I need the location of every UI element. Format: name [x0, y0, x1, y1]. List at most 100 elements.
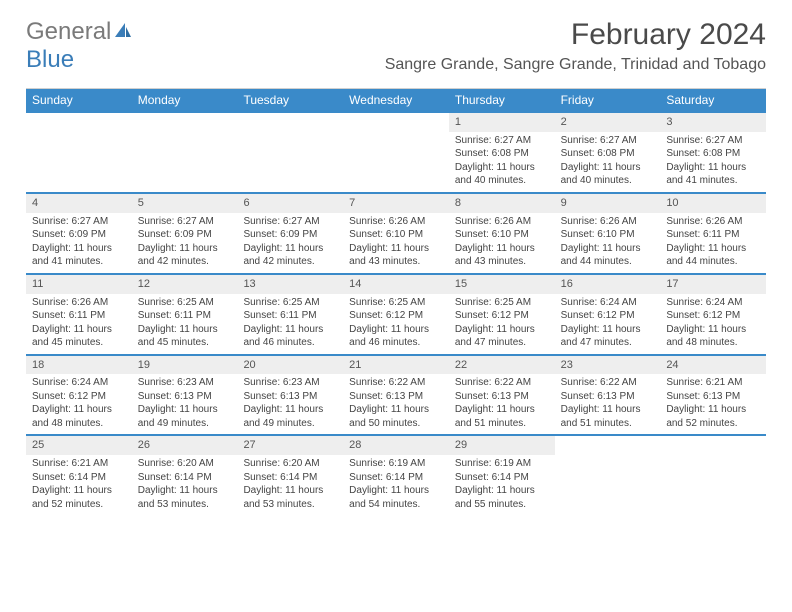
cell-content: Sunrise: 6:21 AMSunset: 6:13 PMDaylight:… [660, 374, 766, 434]
sunrise-text: Sunrise: 6:20 AM [138, 457, 232, 471]
calendar-cell: 16Sunrise: 6:24 AMSunset: 6:12 PMDayligh… [555, 275, 661, 354]
calendar-cell: 29Sunrise: 6:19 AMSunset: 6:14 PMDayligh… [449, 436, 555, 515]
day-number: 3 [660, 113, 766, 132]
day-number: 13 [237, 275, 343, 294]
calendar: Sunday Monday Tuesday Wednesday Thursday… [26, 88, 766, 515]
sunset-text: Sunset: 6:11 PM [138, 309, 232, 323]
sunrise-text: Sunrise: 6:22 AM [561, 376, 655, 390]
calendar-week: 1Sunrise: 6:27 AMSunset: 6:08 PMDaylight… [26, 111, 766, 192]
daylight-text: Daylight: 11 hours and 44 minutes. [666, 242, 760, 269]
calendar-cell [660, 436, 766, 515]
calendar-cell: 1Sunrise: 6:27 AMSunset: 6:08 PMDaylight… [449, 113, 555, 192]
calendar-cell: 13Sunrise: 6:25 AMSunset: 6:11 PMDayligh… [237, 275, 343, 354]
cell-content: Sunrise: 6:27 AMSunset: 6:09 PMDaylight:… [26, 213, 132, 273]
daylight-text: Daylight: 11 hours and 44 minutes. [561, 242, 655, 269]
sunset-text: Sunset: 6:10 PM [349, 228, 443, 242]
sunrise-text: Sunrise: 6:27 AM [561, 134, 655, 148]
day-number: 10 [660, 194, 766, 213]
day-number: 1 [449, 113, 555, 132]
calendar-cell: 19Sunrise: 6:23 AMSunset: 6:13 PMDayligh… [132, 356, 238, 435]
sunset-text: Sunset: 6:12 PM [666, 309, 760, 323]
sunrise-text: Sunrise: 6:19 AM [349, 457, 443, 471]
day-number: 5 [132, 194, 238, 213]
day-number [343, 113, 449, 129]
sunrise-text: Sunrise: 6:26 AM [455, 215, 549, 229]
daylight-text: Daylight: 11 hours and 55 minutes. [455, 484, 549, 511]
daylight-text: Daylight: 11 hours and 52 minutes. [32, 484, 126, 511]
sunrise-text: Sunrise: 6:26 AM [349, 215, 443, 229]
logo-word-1: General [26, 18, 111, 45]
sunset-text: Sunset: 6:13 PM [561, 390, 655, 404]
cell-content: Sunrise: 6:24 AMSunset: 6:12 PMDaylight:… [660, 294, 766, 354]
sunrise-text: Sunrise: 6:25 AM [455, 296, 549, 310]
daylight-text: Daylight: 11 hours and 47 minutes. [561, 323, 655, 350]
sunrise-text: Sunrise: 6:26 AM [666, 215, 760, 229]
calendar-cell: 2Sunrise: 6:27 AMSunset: 6:08 PMDaylight… [555, 113, 661, 192]
calendar-cell: 17Sunrise: 6:24 AMSunset: 6:12 PMDayligh… [660, 275, 766, 354]
day-number: 23 [555, 356, 661, 375]
logo-sail-icon [113, 26, 133, 43]
day-number: 6 [237, 194, 343, 213]
sunset-text: Sunset: 6:08 PM [666, 147, 760, 161]
calendar-cell [26, 113, 132, 192]
cell-content: Sunrise: 6:25 AMSunset: 6:11 PMDaylight:… [237, 294, 343, 354]
daylight-text: Daylight: 11 hours and 42 minutes. [243, 242, 337, 269]
sunset-text: Sunset: 6:10 PM [561, 228, 655, 242]
day-number: 7 [343, 194, 449, 213]
cell-content: Sunrise: 6:22 AMSunset: 6:13 PMDaylight:… [449, 374, 555, 434]
cell-content: Sunrise: 6:24 AMSunset: 6:12 PMDaylight:… [555, 294, 661, 354]
cell-content [555, 452, 661, 458]
logo-word-2: Blue [26, 46, 74, 73]
daylight-text: Daylight: 11 hours and 41 minutes. [32, 242, 126, 269]
cell-content: Sunrise: 6:22 AMSunset: 6:13 PMDaylight:… [343, 374, 449, 434]
calendar-cell: 5Sunrise: 6:27 AMSunset: 6:09 PMDaylight… [132, 194, 238, 273]
calendar-cell [555, 436, 661, 515]
daylight-text: Daylight: 11 hours and 43 minutes. [455, 242, 549, 269]
cell-content: Sunrise: 6:19 AMSunset: 6:14 PMDaylight:… [449, 455, 555, 515]
calendar-cell: 28Sunrise: 6:19 AMSunset: 6:14 PMDayligh… [343, 436, 449, 515]
day-number: 17 [660, 275, 766, 294]
daylight-text: Daylight: 11 hours and 42 minutes. [138, 242, 232, 269]
cell-content: Sunrise: 6:26 AMSunset: 6:10 PMDaylight:… [343, 213, 449, 273]
cell-content: Sunrise: 6:27 AMSunset: 6:09 PMDaylight:… [132, 213, 238, 273]
daylight-text: Daylight: 11 hours and 54 minutes. [349, 484, 443, 511]
day-number: 27 [237, 436, 343, 455]
daylight-text: Daylight: 11 hours and 51 minutes. [561, 403, 655, 430]
sunset-text: Sunset: 6:14 PM [455, 471, 549, 485]
sunset-text: Sunset: 6:13 PM [243, 390, 337, 404]
sunrise-text: Sunrise: 6:27 AM [455, 134, 549, 148]
month-title: February 2024 [385, 18, 766, 52]
cell-content: Sunrise: 6:26 AMSunset: 6:10 PMDaylight:… [449, 213, 555, 273]
daylight-text: Daylight: 11 hours and 53 minutes. [138, 484, 232, 511]
cell-content [237, 129, 343, 135]
daylight-text: Daylight: 11 hours and 50 minutes. [349, 403, 443, 430]
weekday-header: Tuesday [237, 89, 343, 111]
sunrise-text: Sunrise: 6:22 AM [349, 376, 443, 390]
daylight-text: Daylight: 11 hours and 45 minutes. [138, 323, 232, 350]
calendar-week: 4Sunrise: 6:27 AMSunset: 6:09 PMDaylight… [26, 192, 766, 273]
cell-content: Sunrise: 6:22 AMSunset: 6:13 PMDaylight:… [555, 374, 661, 434]
day-number: 2 [555, 113, 661, 132]
sunrise-text: Sunrise: 6:22 AM [455, 376, 549, 390]
cell-content: Sunrise: 6:20 AMSunset: 6:14 PMDaylight:… [237, 455, 343, 515]
sunset-text: Sunset: 6:12 PM [32, 390, 126, 404]
daylight-text: Daylight: 11 hours and 49 minutes. [243, 403, 337, 430]
day-number: 18 [26, 356, 132, 375]
cell-content: Sunrise: 6:23 AMSunset: 6:13 PMDaylight:… [132, 374, 238, 434]
daylight-text: Daylight: 11 hours and 53 minutes. [243, 484, 337, 511]
calendar-cell: 18Sunrise: 6:24 AMSunset: 6:12 PMDayligh… [26, 356, 132, 435]
calendar-cell: 6Sunrise: 6:27 AMSunset: 6:09 PMDaylight… [237, 194, 343, 273]
sunset-text: Sunset: 6:08 PM [455, 147, 549, 161]
sunrise-text: Sunrise: 6:24 AM [561, 296, 655, 310]
sunrise-text: Sunrise: 6:27 AM [138, 215, 232, 229]
sunrise-text: Sunrise: 6:21 AM [666, 376, 760, 390]
cell-content: Sunrise: 6:23 AMSunset: 6:13 PMDaylight:… [237, 374, 343, 434]
sunset-text: Sunset: 6:10 PM [455, 228, 549, 242]
day-number: 28 [343, 436, 449, 455]
calendar-cell: 8Sunrise: 6:26 AMSunset: 6:10 PMDaylight… [449, 194, 555, 273]
calendar-cell: 14Sunrise: 6:25 AMSunset: 6:12 PMDayligh… [343, 275, 449, 354]
day-number: 19 [132, 356, 238, 375]
sunset-text: Sunset: 6:13 PM [138, 390, 232, 404]
calendar-cell: 25Sunrise: 6:21 AMSunset: 6:14 PMDayligh… [26, 436, 132, 515]
calendar-cell [132, 113, 238, 192]
